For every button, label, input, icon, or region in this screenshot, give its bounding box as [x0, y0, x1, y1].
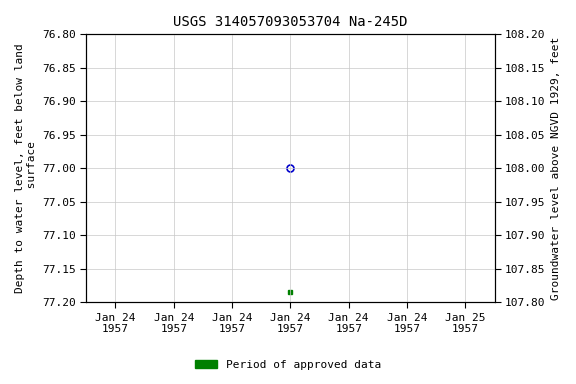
Legend: Period of approved data: Period of approved data — [191, 356, 385, 375]
Title: USGS 314057093053704 Na-245D: USGS 314057093053704 Na-245D — [173, 15, 408, 29]
Y-axis label: Groundwater level above NGVD 1929, feet: Groundwater level above NGVD 1929, feet — [551, 37, 561, 300]
Y-axis label: Depth to water level, feet below land
 surface: Depth to water level, feet below land su… — [15, 43, 37, 293]
